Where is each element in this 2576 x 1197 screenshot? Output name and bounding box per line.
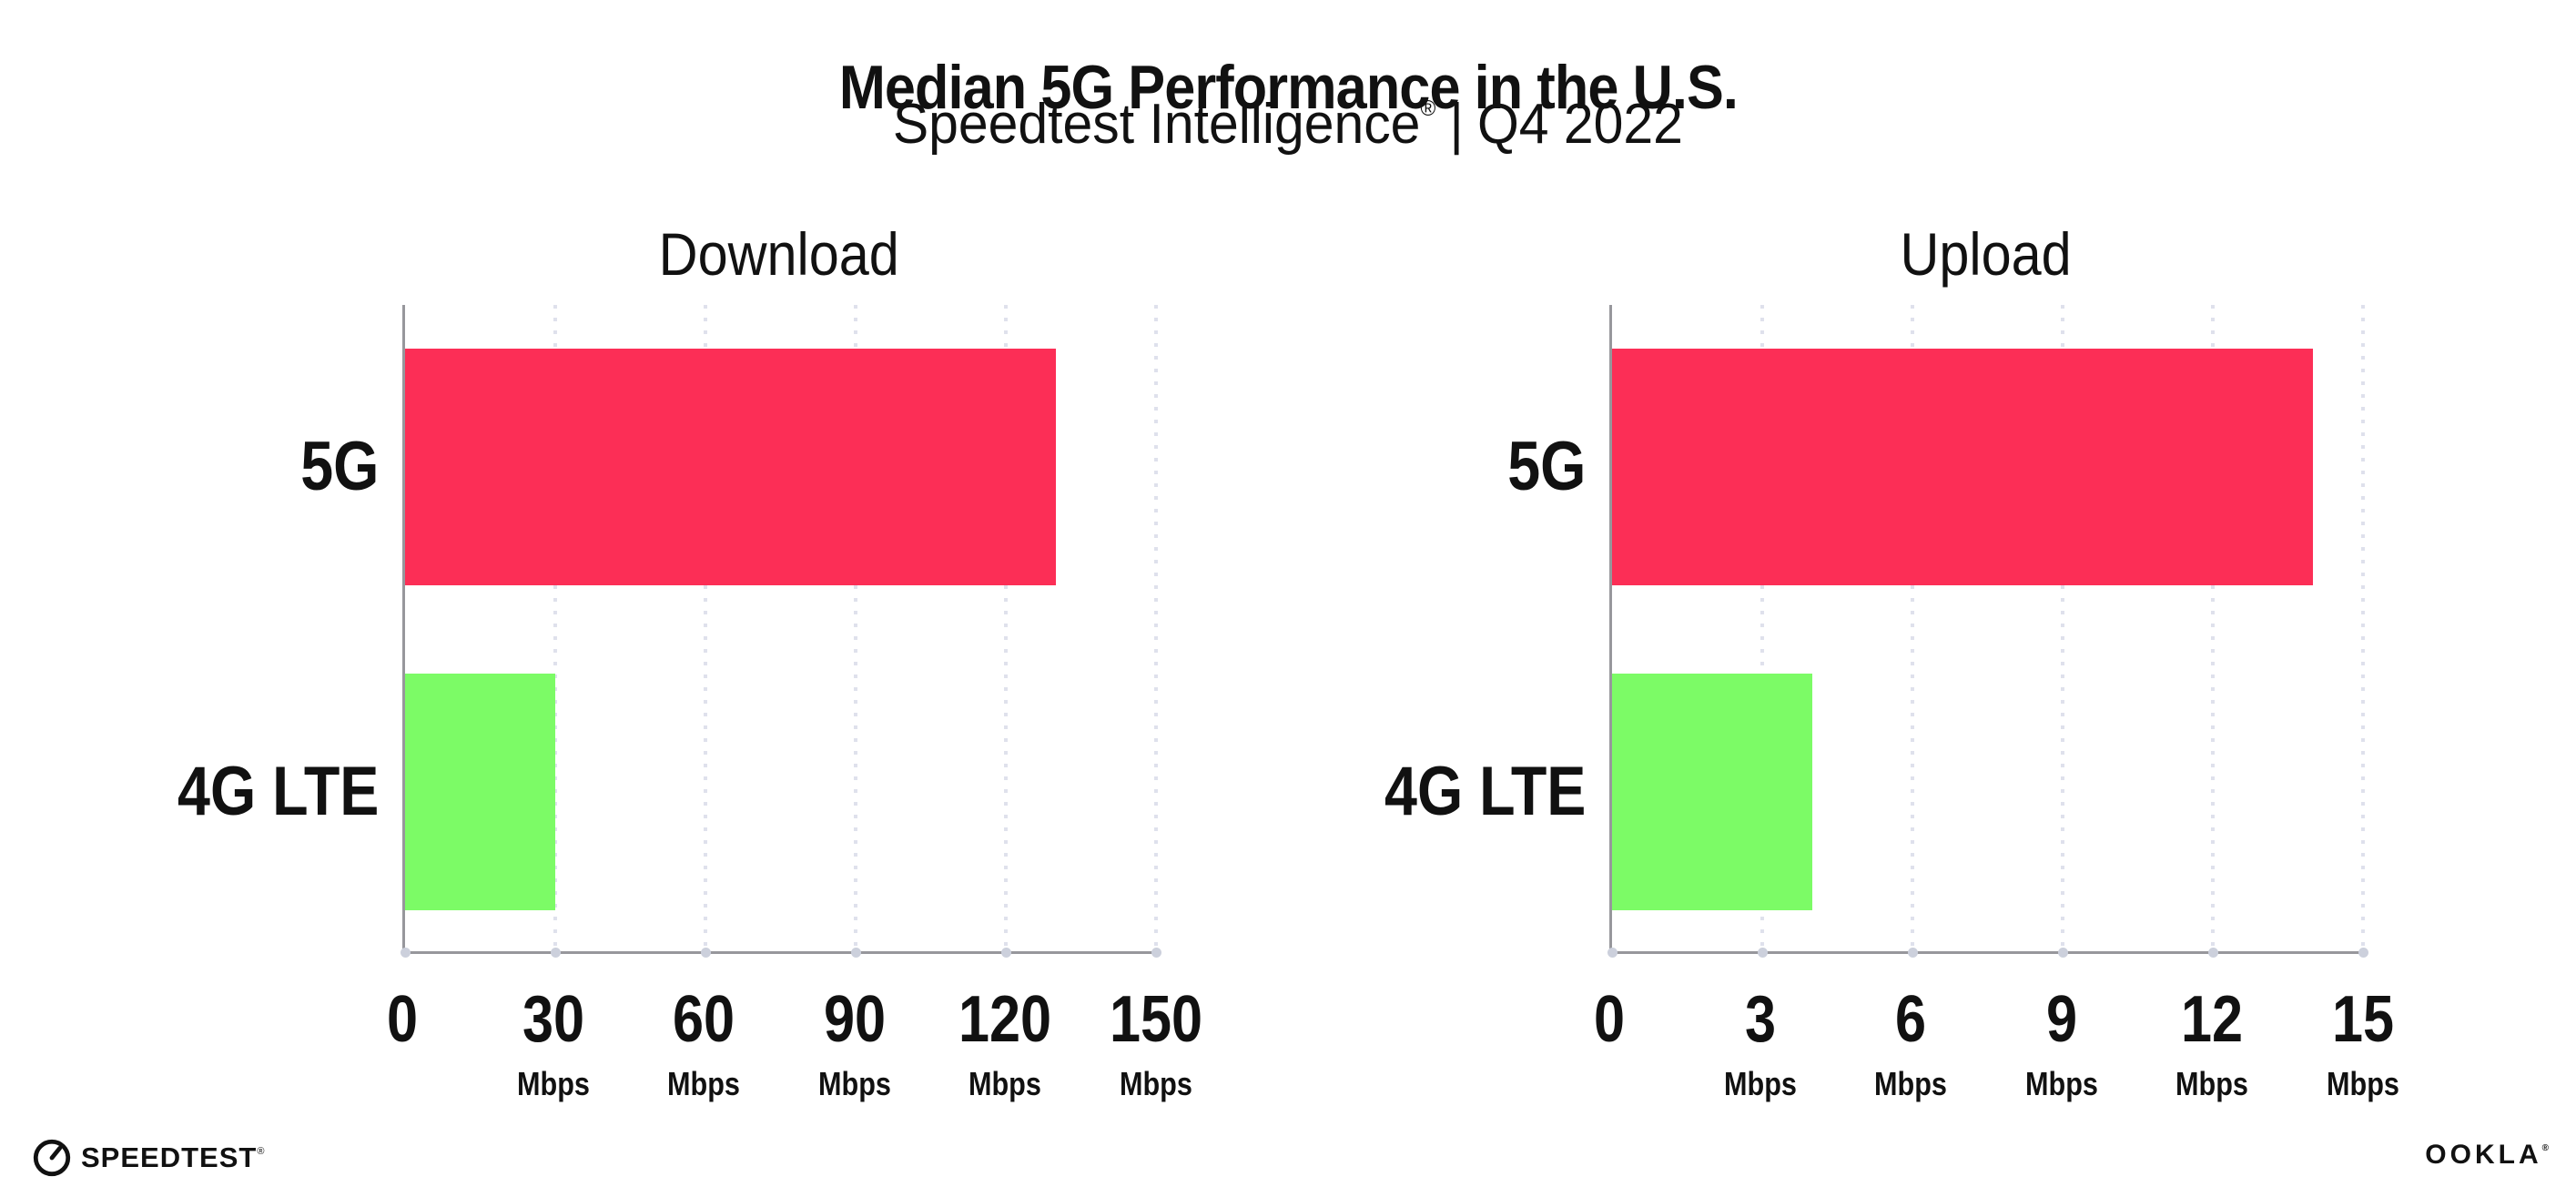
axis-tick-dot-90: [851, 948, 861, 958]
axis-tick-dot-0: [1607, 948, 1618, 958]
gridline-150: [1154, 305, 1158, 951]
category-label-4g-lte: 4G LTE: [1384, 752, 1586, 830]
page-subtitle: Speedtest Intelligence® | Q4 2022: [0, 91, 2576, 158]
x-tick-unit: Mbps: [2024, 1065, 2098, 1102]
axis-tick-dot-0: [401, 948, 411, 958]
x-tick-12: 12 Mbps: [2169, 954, 2255, 1101]
speedtest-wordmark: SPEEDTEST®: [81, 1141, 266, 1173]
x-tick-value: 90: [823, 983, 886, 1056]
speedtest-gauge-icon: [33, 1139, 71, 1177]
x-tick-120: 120 Mbps: [950, 954, 1060, 1101]
upload-plot-area: [1607, 305, 2368, 958]
page-title: Median 5G Performance in the U.S.: [838, 52, 1738, 122]
x-tick-value: 120: [958, 983, 1052, 1056]
axis-tick-dot-3: [1758, 948, 1768, 958]
upload-chart-body: 5G 4G LTE: [1371, 305, 2368, 958]
x-tick-unit: Mbps: [1120, 1065, 1192, 1102]
x-tick-value: 9: [2045, 983, 2077, 1056]
axis-tick-dot-120: [1001, 948, 1011, 958]
x-tick-unit: Mbps: [817, 1065, 891, 1102]
gridline-30: [553, 305, 557, 951]
ookla-wordmark: OOKLA: [2425, 1140, 2542, 1170]
gridline-120: [1004, 305, 1008, 951]
upload-x-axis: 0 3 Mbps 6 Mbps 9 Mbps 12 Mbps 15 Mbps: [1594, 954, 2399, 1113]
gridline-12: [2211, 305, 2215, 951]
x-tick-value: 30: [522, 983, 584, 1056]
x-tick-unit: Mbps: [969, 1065, 1042, 1102]
subtitle-separator: |: [1449, 93, 1464, 156]
x-tick-0: 0: [384, 954, 421, 1052]
subtitle-period: Q4 2022: [1477, 93, 1684, 156]
gridline-3: [1760, 305, 1764, 951]
download-chart-body: 5G 4G LTE: [164, 305, 1161, 958]
x-tick-value: 3: [1744, 983, 1776, 1056]
bar-4g-lte: [405, 673, 555, 910]
x-tick-0: 0: [1591, 954, 1628, 1052]
x-tick-150: 150 Mbps: [1101, 954, 1211, 1101]
ookla-logo: OOKLA®: [2425, 1141, 2549, 1169]
x-tick-unit: Mbps: [516, 1065, 590, 1102]
registered-mark: ®: [1420, 96, 1436, 121]
category-label-5g: 5G: [299, 428, 379, 506]
x-tick-unit: Mbps: [2327, 1065, 2399, 1102]
upload-chart: Upload 5G 4G LTE 0 3 Mbps 6 Mbps 9 Mbps 12 Mbps 15…: [1371, 220, 2399, 1113]
download-chart-title: Download: [658, 220, 900, 288]
bar-5g: [405, 349, 1056, 586]
x-tick-15: 15 Mbps: [2320, 954, 2406, 1101]
subtitle-brand: Speedtest Intelligence: [892, 93, 1421, 156]
x-tick-value: 0: [1593, 983, 1626, 1056]
x-tick-value: 60: [673, 983, 735, 1056]
x-tick-9: 9 Mbps: [2019, 954, 2104, 1101]
bar-4g-lte: [1612, 673, 1812, 910]
category-label-4g-lte: 4G LTE: [177, 752, 379, 830]
axis-tick-dot-9: [2058, 948, 2068, 958]
x-tick-90: 90 Mbps: [812, 954, 898, 1101]
x-tick-value: 150: [1109, 983, 1203, 1056]
x-tick-60: 60 Mbps: [661, 954, 746, 1101]
gridline-60: [704, 305, 707, 951]
upload-chart-title: Upload: [1900, 220, 2073, 288]
speedtest-registered-mark: ®: [257, 1145, 266, 1157]
gridline-90: [854, 305, 857, 951]
speedtest-logo: SPEEDTEST®: [31, 1136, 265, 1178]
category-label-5g: 5G: [1506, 428, 1586, 506]
x-tick-value: 15: [2331, 983, 2395, 1056]
axis-tick-dot-6: [1908, 948, 1918, 958]
axis-tick-dot-30: [551, 948, 561, 958]
download-category-labels: 5G 4G LTE: [164, 305, 402, 954]
bar-5g: [1612, 349, 2313, 586]
x-tick-unit: Mbps: [2175, 1065, 2249, 1102]
x-tick-6: 6 Mbps: [1868, 954, 1953, 1101]
upload-category-labels: 5G 4G LTE: [1371, 305, 1609, 954]
x-tick-unit: Mbps: [1874, 1065, 1948, 1102]
x-tick-value: 0: [386, 983, 419, 1056]
x-tick-value: 6: [1895, 983, 1927, 1056]
axis-tick-dot-12: [2208, 948, 2218, 958]
x-tick-value: 12: [2181, 983, 2244, 1056]
download-chart: Download 5G 4G LTE 0 30 Mbps 60 Mbps 90 Mbps 120…: [164, 220, 1202, 1113]
x-tick-unit: Mbps: [1723, 1065, 1797, 1102]
gridline-6: [1911, 305, 1914, 951]
x-tick-30: 30 Mbps: [511, 954, 596, 1101]
axis-tick-dot-60: [701, 948, 711, 958]
x-tick-unit: Mbps: [667, 1065, 741, 1102]
download-x-axis: 0 30 Mbps 60 Mbps 90 Mbps 120 Mbps 150 Mbps: [387, 954, 1202, 1113]
axis-tick-dot-15: [2358, 948, 2368, 958]
gridline-15: [2361, 305, 2365, 951]
download-plot-area: [401, 305, 1161, 958]
x-tick-3: 3 Mbps: [1718, 954, 1803, 1101]
gridline-9: [2061, 305, 2064, 951]
ookla-registered-mark: ®: [2541, 1143, 2549, 1153]
axis-tick-dot-150: [1151, 948, 1161, 958]
